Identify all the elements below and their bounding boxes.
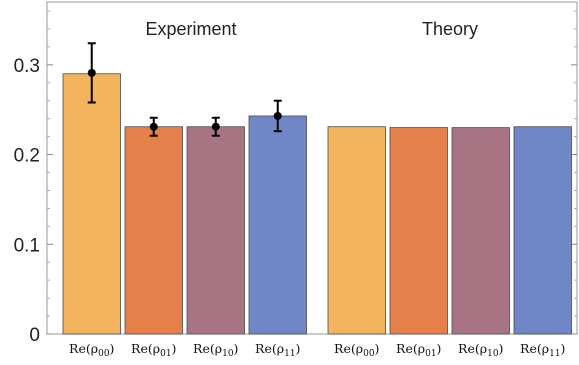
data-point [87, 68, 96, 77]
plot-frame [46, 1, 578, 335]
y-tick-label: 0.3 [14, 56, 40, 77]
x-tick-label: Re(ρ10) [458, 341, 503, 359]
bars-layer [62, 73, 572, 335]
bar [451, 127, 510, 335]
bar [248, 115, 307, 335]
data-point [211, 122, 220, 131]
bar [62, 73, 121, 335]
y-tick-label: 0.1 [14, 235, 40, 256]
group-title-experiment: Experiment [145, 19, 236, 39]
bar [513, 126, 572, 335]
y-axis: 0 0.1 0.2 0.3 [14, 10, 577, 346]
x-tick-label: Re(ρ00) [334, 341, 379, 359]
x-tick-labels: Re(ρ00) Re(ρ01) Re(ρ10) Re(ρ11) Re(ρ00) Re(ρ0… [69, 341, 565, 359]
x-tick-label: Re(ρ11) [520, 341, 565, 359]
bar [124, 126, 183, 335]
error-bars-layer [87, 42, 282, 137]
x-tick-label: Re(ρ00) [69, 341, 114, 359]
data-point [273, 111, 282, 120]
group-title-theory: Theory [422, 19, 478, 39]
y-tick-label: 0 [29, 325, 40, 346]
x-tick-label: Re(ρ10) [193, 341, 238, 359]
bar [186, 126, 245, 335]
bar [389, 127, 448, 335]
y-tick-label: 0.2 [14, 146, 40, 167]
x-tick-label: Re(ρ11) [255, 341, 300, 359]
bar [327, 126, 386, 335]
x-tick-label: Re(ρ01) [396, 341, 441, 359]
x-tick-label: Re(ρ01) [131, 341, 176, 359]
data-point [149, 122, 158, 131]
